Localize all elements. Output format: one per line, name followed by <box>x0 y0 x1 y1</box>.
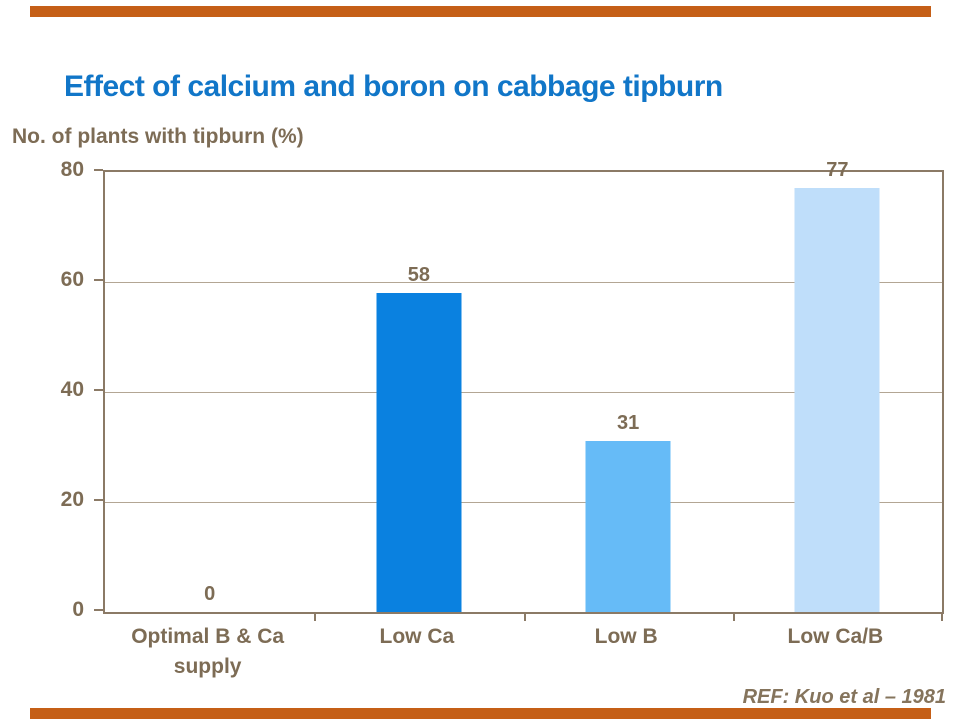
bar-value-label: 31 <box>617 412 640 434</box>
gridline-40 <box>105 392 942 393</box>
bar-low-ca-b <box>585 441 671 612</box>
bar-column-low-b: 31 <box>524 172 733 612</box>
category-label-low-b: Low B <box>594 625 658 648</box>
reference-citation: REF: Kuo et al – 1981 <box>742 686 946 708</box>
bar-value-label: 58 <box>407 264 430 286</box>
gridline-60 <box>105 282 942 283</box>
y-tick-label-0: 0 <box>72 598 84 621</box>
y-tick-label-80: 80 <box>60 158 84 181</box>
y-tick-mark <box>94 389 103 391</box>
bar-column-optimal: 0 <box>105 172 314 612</box>
bar-low-ca-b <box>794 188 880 612</box>
bottom-decoration-bar <box>30 708 931 719</box>
bar-column-low-ca: 58 <box>314 172 523 612</box>
chart-title: Effect of calcium and boron on cabbage t… <box>64 70 723 103</box>
y-tick-mark <box>94 279 103 281</box>
category-label-optimal: Optimal B & Ca supply <box>131 625 285 678</box>
y-tick-mark <box>94 499 103 501</box>
x-tick-mark <box>523 614 526 621</box>
x-tick-mark <box>314 614 317 621</box>
top-decoration-bar <box>30 6 931 17</box>
y-tick-label-20: 20 <box>60 488 84 511</box>
y-tick-mark <box>94 609 103 611</box>
x-tick-mark <box>941 614 943 621</box>
y-tick-label-40: 40 <box>60 378 84 401</box>
bar-value-label: 77 <box>826 159 849 181</box>
bar-low-ca <box>376 293 462 612</box>
y-axis-title: No. of plants with tipburn (%) <box>12 125 304 148</box>
y-tick-mark <box>94 169 103 171</box>
bar-column-low-ca-b: 77 <box>733 160 942 612</box>
category-label-low-ca: Low Ca <box>379 625 455 648</box>
x-tick-mark <box>732 614 735 621</box>
plot-area: 0 58 31 77 <box>103 160 944 621</box>
category-label-low-ca-b: Low Ca/B <box>787 625 884 648</box>
y-tick-label-60: 60 <box>60 268 84 291</box>
bar-value-label: 0 <box>204 583 216 605</box>
gridline-20 <box>105 502 942 503</box>
